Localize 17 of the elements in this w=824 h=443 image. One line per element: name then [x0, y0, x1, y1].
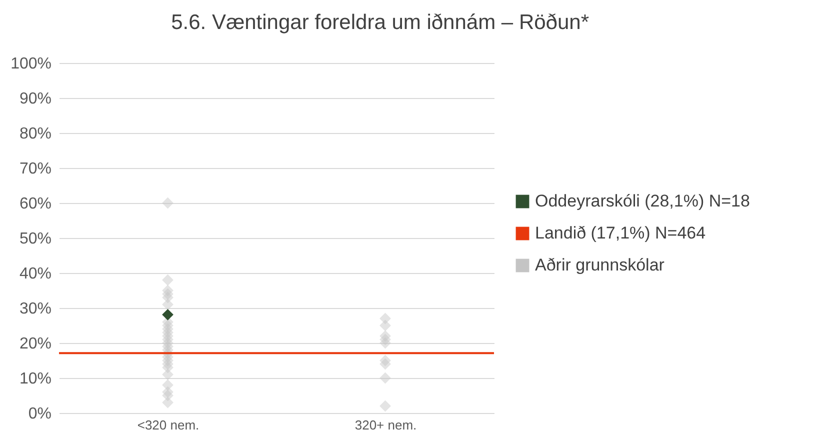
chart-title: 5.6. Væntingar foreldra um iðnnám – Röðun*	[171, 11, 589, 34]
y-tick-label: 10%	[19, 370, 52, 388]
y-tick-label: 60%	[19, 196, 52, 212]
y-tick-label: 0%	[28, 406, 52, 422]
legend-label: Aðrir grunnskólar	[535, 256, 665, 274]
x-tick-label: 320+ nem.	[354, 418, 417, 432]
y-tick-label: 40%	[19, 266, 52, 282]
y-tick-label: 90%	[19, 90, 52, 108]
y-tick-label: 50%	[19, 230, 52, 248]
legend-label: Oddeyrarskóli (28,1%) N=18	[535, 192, 750, 210]
legend-label: Landið (17,1%) N=464	[535, 224, 706, 242]
y-tick-label: 30%	[19, 300, 52, 318]
y-tick-label: 20%	[19, 336, 52, 352]
y-tick-label: 70%	[19, 160, 52, 178]
y-tick-label: 100%	[10, 56, 52, 72]
y-tick-label: 80%	[19, 126, 52, 142]
x-tick-label: <320 nem.	[137, 418, 200, 432]
